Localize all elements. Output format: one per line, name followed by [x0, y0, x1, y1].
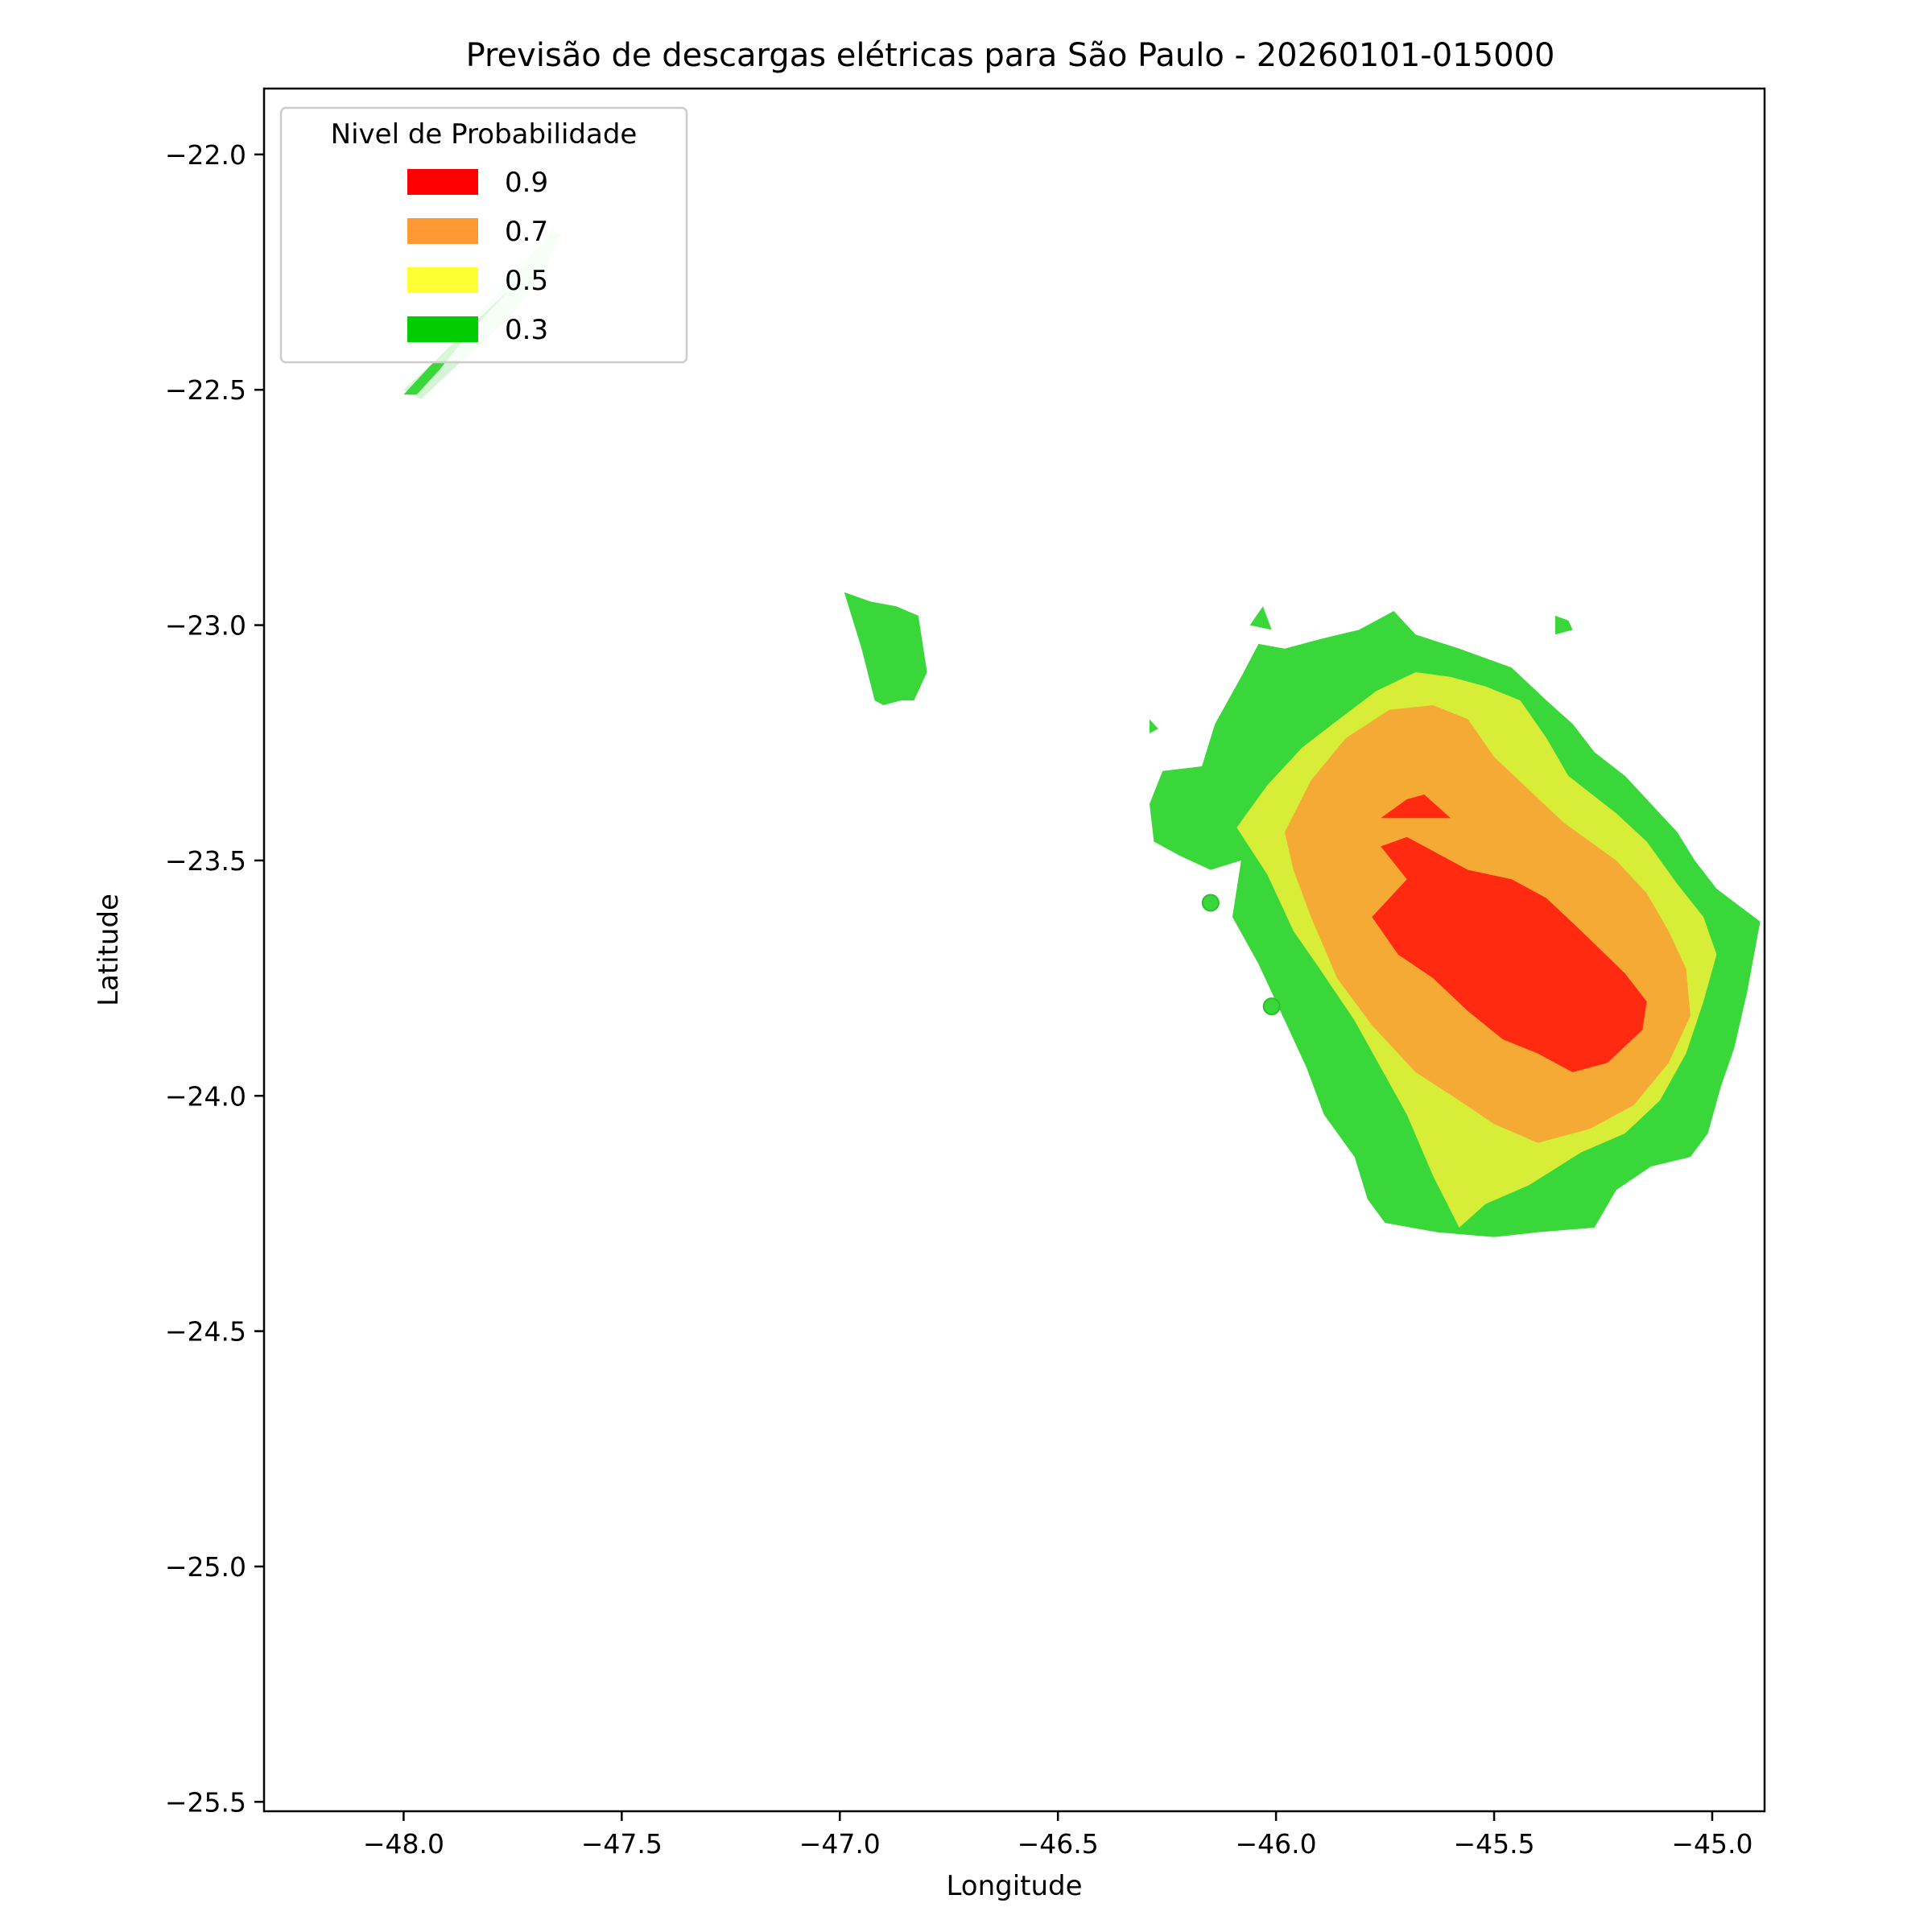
legend-label: 0.9 — [505, 167, 548, 199]
probability-region-09-10 — [1381, 795, 1451, 819]
x-axis: −48.0 −47.5 −47.0 −46.5 −46.0 −45.5 −45.0 — [363, 1811, 1753, 1860]
x-axis-label: Longitude — [946, 1870, 1082, 1902]
probability-marker-1 — [1262, 997, 1281, 1016]
probability-region-03-5 — [1249, 606, 1272, 630]
y-axis-label: Latitude — [93, 894, 125, 1006]
y-tick-label: −25.0 — [165, 1551, 246, 1583]
x-tick-label: −45.0 — [1671, 1828, 1752, 1860]
legend-label: 0.3 — [505, 314, 548, 346]
probability-region-03-6 — [1150, 719, 1158, 733]
legend-swatch — [407, 316, 478, 342]
y-tick-label: −25.5 — [165, 1786, 246, 1818]
y-tick-label: −23.5 — [165, 845, 246, 877]
y-tick-label: −22.5 — [165, 374, 246, 406]
x-tick-label: −48.0 — [363, 1828, 444, 1860]
y-tick-label: −22.0 — [165, 139, 246, 171]
y-axis: −22.0 −22.5 −23.0 −23.5 −24.0 −24.5 −25.0 −25.5 — [165, 139, 264, 1818]
chart-title: Previsão de descargas elétricas para São… — [466, 37, 1555, 74]
legend-swatch — [407, 218, 478, 244]
legend-entries: 0.9 0.7 0.5 0.3 — [407, 167, 548, 346]
plot-frame — [262, 87, 1766, 1813]
x-tick-label: −46.5 — [1018, 1828, 1099, 1860]
probability-region-09-9 — [1372, 836, 1647, 1072]
x-tick-label: −47.5 — [581, 1828, 663, 1860]
probability-marker-0 — [1201, 894, 1220, 912]
x-tick-label: −47.0 — [799, 1828, 881, 1860]
y-tick-label: −24.5 — [165, 1316, 246, 1348]
legend-title: Nivel de Probabilidade — [331, 118, 638, 151]
legend-swatch — [407, 169, 478, 195]
legend-label: 0.5 — [505, 265, 548, 297]
probability-region-03-2 — [844, 592, 927, 705]
legend-label: 0.7 — [505, 216, 548, 248]
probability-markers — [1201, 894, 1281, 1016]
legend-swatch — [407, 267, 478, 293]
probability-regions — [403, 229, 1761, 1237]
legend: Nivel de Probabilidade 0.9 0.7 0.5 0.3 — [279, 106, 688, 364]
legend-box — [279, 106, 688, 364]
probability-region-03-3 — [1554, 615, 1573, 635]
x-tick-label: −45.5 — [1453, 1828, 1534, 1860]
y-tick-label: −23.0 — [165, 610, 246, 642]
x-tick-label: −46.0 — [1236, 1828, 1317, 1860]
y-tick-label: −24.0 — [165, 1080, 246, 1112]
